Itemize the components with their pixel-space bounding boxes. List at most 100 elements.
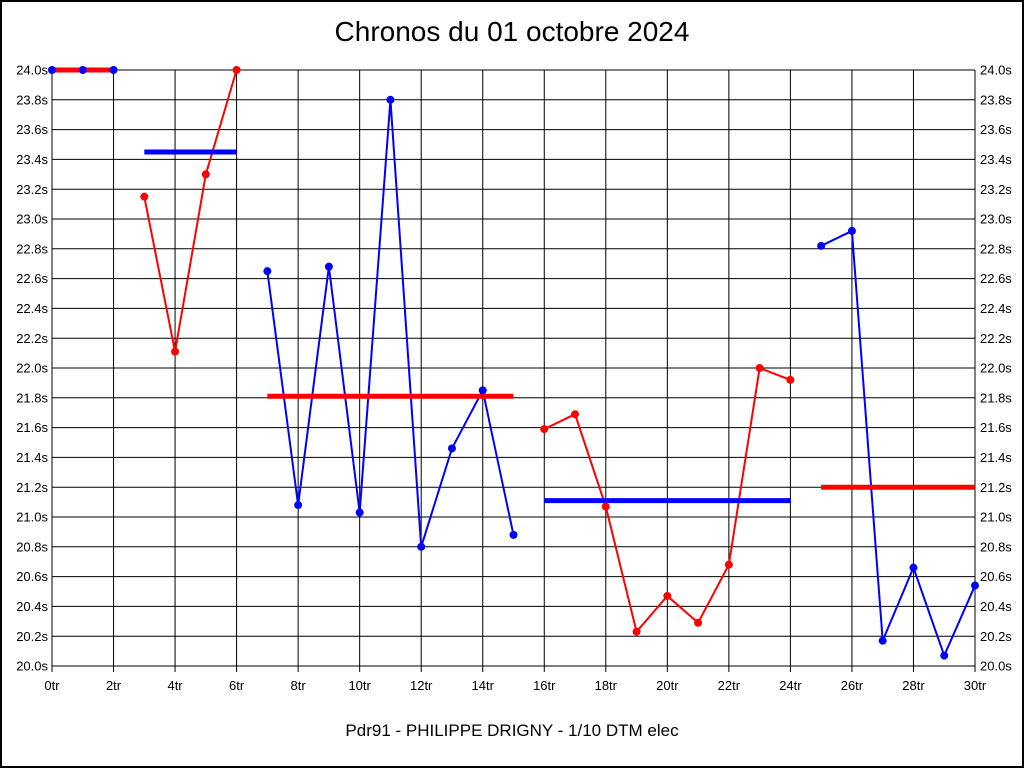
y-tick-label-left: 21.0s (16, 510, 48, 525)
y-tick-label-left: 23.0s (16, 212, 48, 227)
data-point-run-4 (571, 410, 580, 419)
y-tick-label-left: 20.6s (16, 569, 48, 584)
y-tick-label-left: 20.2s (16, 629, 48, 644)
data-point-run-5 (971, 581, 979, 590)
data-point-run-3 (386, 95, 395, 104)
x-tick-label: 10tr (348, 678, 371, 693)
data-point-run-5 (847, 226, 856, 235)
data-point-run-3 (447, 444, 456, 453)
y-tick-label-right: 21.2s (980, 480, 1012, 495)
x-tick-label: 30tr (964, 678, 987, 693)
data-point-run-3 (294, 501, 303, 510)
data-point-run-4 (663, 591, 672, 600)
x-tick-label: 8tr (291, 678, 307, 693)
data-point-run-4 (601, 502, 610, 511)
grid-lines (51, 69, 976, 672)
data-point-run-4 (540, 425, 549, 434)
data-point-run-4 (724, 560, 733, 569)
x-tick-label: 28tr (902, 678, 925, 693)
x-tick-label: 16tr (533, 678, 556, 693)
y-tick-label-right: 20.8s (980, 539, 1012, 554)
y-tick-label-left: 22.8s (16, 241, 48, 256)
data-point-run-3 (324, 262, 333, 271)
data-point-run-2 (171, 347, 180, 356)
data-point-run-2 (201, 170, 210, 179)
y-tick-label-right: 22.6s (980, 271, 1012, 286)
y-tick-label-right: 21.8s (980, 390, 1012, 405)
y-tick-label-left: 21.2s (16, 480, 48, 495)
x-tick-label: 18tr (595, 678, 618, 693)
data-point-run-3 (417, 542, 426, 551)
x-tick-label: 4tr (167, 678, 183, 693)
y-tick-label-left: 21.8s (16, 390, 48, 405)
y-tick-label-left: 23.8s (16, 92, 48, 107)
axis-labels: 20.0s 20.0s 20.2s 20.2s 20.4s 20.4s 20.6s 20.6s… (16, 63, 1012, 693)
series-line-run-2 (143, 69, 238, 352)
y-tick-label-right: 20.0s (980, 659, 1012, 674)
y-tick-label-left: 21.4s (16, 450, 48, 465)
average-bars (52, 67, 975, 504)
y-tick-label-left: 20.4s (16, 599, 48, 614)
series-lines (52, 69, 976, 659)
y-tick-label-right: 21.0s (980, 510, 1012, 525)
x-tick-label: 12tr (410, 678, 433, 693)
data-point-run-2 (140, 192, 149, 201)
y-tick-label-left: 22.0s (16, 361, 48, 376)
y-tick-label-right: 23.8s (980, 92, 1012, 107)
data-point-run-5 (940, 651, 949, 660)
y-tick-label-left: 23.2s (16, 182, 48, 197)
y-tick-label-left: 23.6s (16, 122, 48, 137)
y-tick-label-right: 22.4s (980, 301, 1012, 316)
data-point-run-3 (263, 267, 272, 276)
y-tick-label-right: 22.2s (980, 331, 1012, 346)
y-tick-label-right: 21.4s (980, 450, 1012, 465)
data-point-run-5 (909, 563, 918, 572)
y-tick-label-left: 22.4s (16, 301, 48, 316)
y-tick-label-left: 24.0s (16, 63, 48, 78)
y-tick-label-right: 22.8s (980, 241, 1012, 256)
data-point-run-4 (694, 618, 703, 627)
x-tick-label: 2tr (106, 678, 122, 693)
data-point-run-5 (817, 241, 826, 250)
data-point-run-5 (878, 636, 887, 645)
x-tick-label: 0tr (44, 678, 60, 693)
y-tick-label-right: 24.0s (980, 63, 1012, 78)
x-tick-label: 26tr (841, 678, 864, 693)
chart-title: Chronos du 01 octobre 2024 (334, 16, 690, 47)
data-point-run-3 (509, 530, 518, 539)
data-point-run-1 (78, 66, 87, 74)
y-tick-label-right: 23.4s (980, 152, 1012, 167)
y-tick-label-left: 23.4s (16, 152, 48, 167)
data-point-run-3 (478, 386, 487, 395)
y-tick-label-right: 23.2s (980, 182, 1012, 197)
data-point-run-3 (355, 508, 364, 517)
data-point-run-4 (632, 627, 641, 636)
y-tick-label-left: 20.0s (16, 659, 48, 674)
y-tick-label-right: 23.0s (980, 212, 1012, 227)
data-points (48, 66, 979, 660)
x-tick-label: 20tr (656, 678, 679, 693)
x-tick-label: 6tr (229, 678, 245, 693)
series-line-run-3 (266, 99, 515, 548)
y-tick-label-right: 21.6s (980, 420, 1012, 435)
x-tick-label: 24tr (779, 678, 802, 693)
y-tick-label-right: 23.6s (980, 122, 1012, 137)
y-tick-label-right: 22.0s (980, 361, 1012, 376)
y-tick-label-left: 22.2s (16, 331, 48, 346)
y-tick-label-right: 20.6s (980, 569, 1012, 584)
x-tick-label: 22tr (718, 678, 741, 693)
y-tick-label-right: 20.4s (980, 599, 1012, 614)
y-tick-label-left: 21.6s (16, 420, 48, 435)
chart-footer: Pdr91 - PHILIPPE DRIGNY - 1/10 DTM elec (345, 721, 679, 740)
x-tick-label: 14tr (472, 678, 495, 693)
data-point-run-2 (232, 66, 241, 74)
series-line-run-5 (820, 229, 976, 659)
y-tick-label-left: 22.6s (16, 271, 48, 286)
data-point-run-1 (109, 66, 118, 74)
y-tick-label-left: 20.8s (16, 539, 48, 554)
data-point-run-4 (755, 364, 764, 372)
data-point-run-4 (786, 375, 795, 384)
y-tick-label-right: 20.2s (980, 629, 1012, 644)
